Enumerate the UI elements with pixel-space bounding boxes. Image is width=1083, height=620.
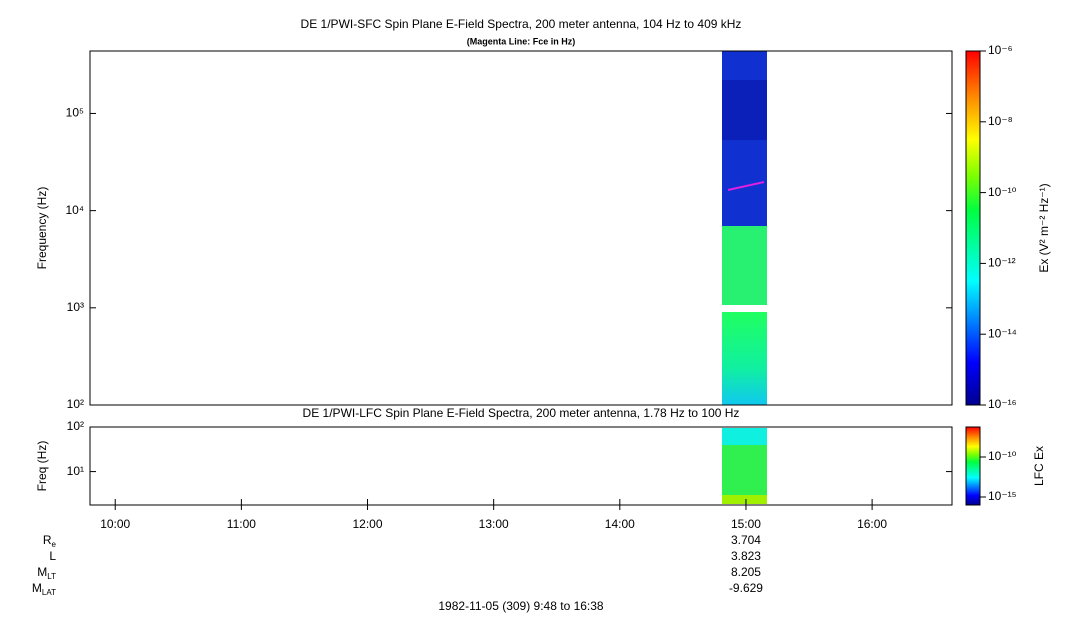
x-tick-label: 14:00	[605, 517, 635, 531]
ephemeris-label: MLAT	[32, 581, 56, 597]
chart-subtitle: (Magenta Line: Fce in Hz)	[467, 36, 576, 46]
chart-title: DE 1/PWI-LFC Spin Plane E-Field Spectra,…	[303, 406, 740, 420]
y-tick-label: 10²	[67, 397, 84, 411]
ephemeris-label-sub: e	[52, 540, 57, 549]
ephemeris-label-main: M	[32, 581, 42, 595]
ephemeris-label-main: R	[43, 533, 52, 547]
y-tick-label: 10²	[67, 419, 84, 433]
y-tick-label: 10¹	[67, 464, 84, 478]
colorbar-tick-label: 10⁻¹⁶	[988, 397, 1017, 411]
ephemeris-label: L	[49, 549, 56, 563]
spectrogram-image	[722, 51, 980, 505]
footer: 1982-11-05 (309) 9:48 to 16:38	[438, 599, 604, 613]
colorbar-tick-label: 10⁻¹⁰	[988, 449, 1017, 463]
ephemeris-value: 8.205	[731, 565, 761, 579]
ephemeris-value: 3.823	[731, 549, 761, 563]
plot-frame	[89, 50, 953, 406]
plot-frame	[89, 426, 953, 506]
colorbar-tick-label: 10⁻⁸	[988, 114, 1013, 128]
colorbar-tick-label: 10⁻¹⁰	[988, 185, 1017, 199]
ephemeris-value: -9.629	[729, 581, 763, 595]
chart-title: DE 1/PWI-SFC Spin Plane E-Field Spectra,…	[301, 17, 742, 31]
y-tick-label: 10⁴	[65, 203, 84, 217]
x-tick-label: 16:00	[857, 517, 887, 531]
ephemeris-label: Re	[43, 533, 57, 549]
y-tick-label: 10³	[67, 300, 84, 314]
colorbar-label: Ex (V² m⁻² Hz⁻¹)	[1037, 183, 1051, 272]
y-tick-label: 10⁵	[66, 106, 84, 120]
colorbar-tick-label: 10⁻¹²	[988, 256, 1016, 270]
ephemeris-label-sub: LT	[47, 572, 56, 581]
ephemeris-value: 3.704	[731, 533, 761, 547]
x-tick-label: 13:00	[479, 517, 509, 531]
x-tick-label: 10:00	[100, 517, 130, 531]
colorbar-tick-label: 10⁻¹⁴	[988, 326, 1017, 340]
colorbar-tick-label: 10⁻⁶	[988, 43, 1013, 57]
colorbar-label: LFC Ex	[1032, 446, 1046, 486]
y-axis-label: Frequency (Hz)	[35, 187, 49, 270]
ephemeris-label-sub: LAT	[42, 588, 56, 597]
x-tick-label: 11:00	[227, 517, 256, 531]
colorbar-frame	[965, 50, 981, 406]
ephemeris-label-main: M	[37, 565, 47, 579]
colorbar-tick-label: 10⁻¹⁵	[988, 489, 1017, 503]
colorbar-frame	[965, 426, 981, 506]
ephemeris-label: MLT	[37, 565, 56, 581]
y-axis-label: Freq (Hz)	[35, 441, 49, 492]
x-tick-label: 15:00	[731, 517, 761, 531]
x-tick-label: 12:00	[353, 517, 383, 531]
ephemeris-label-main: L	[49, 549, 56, 563]
